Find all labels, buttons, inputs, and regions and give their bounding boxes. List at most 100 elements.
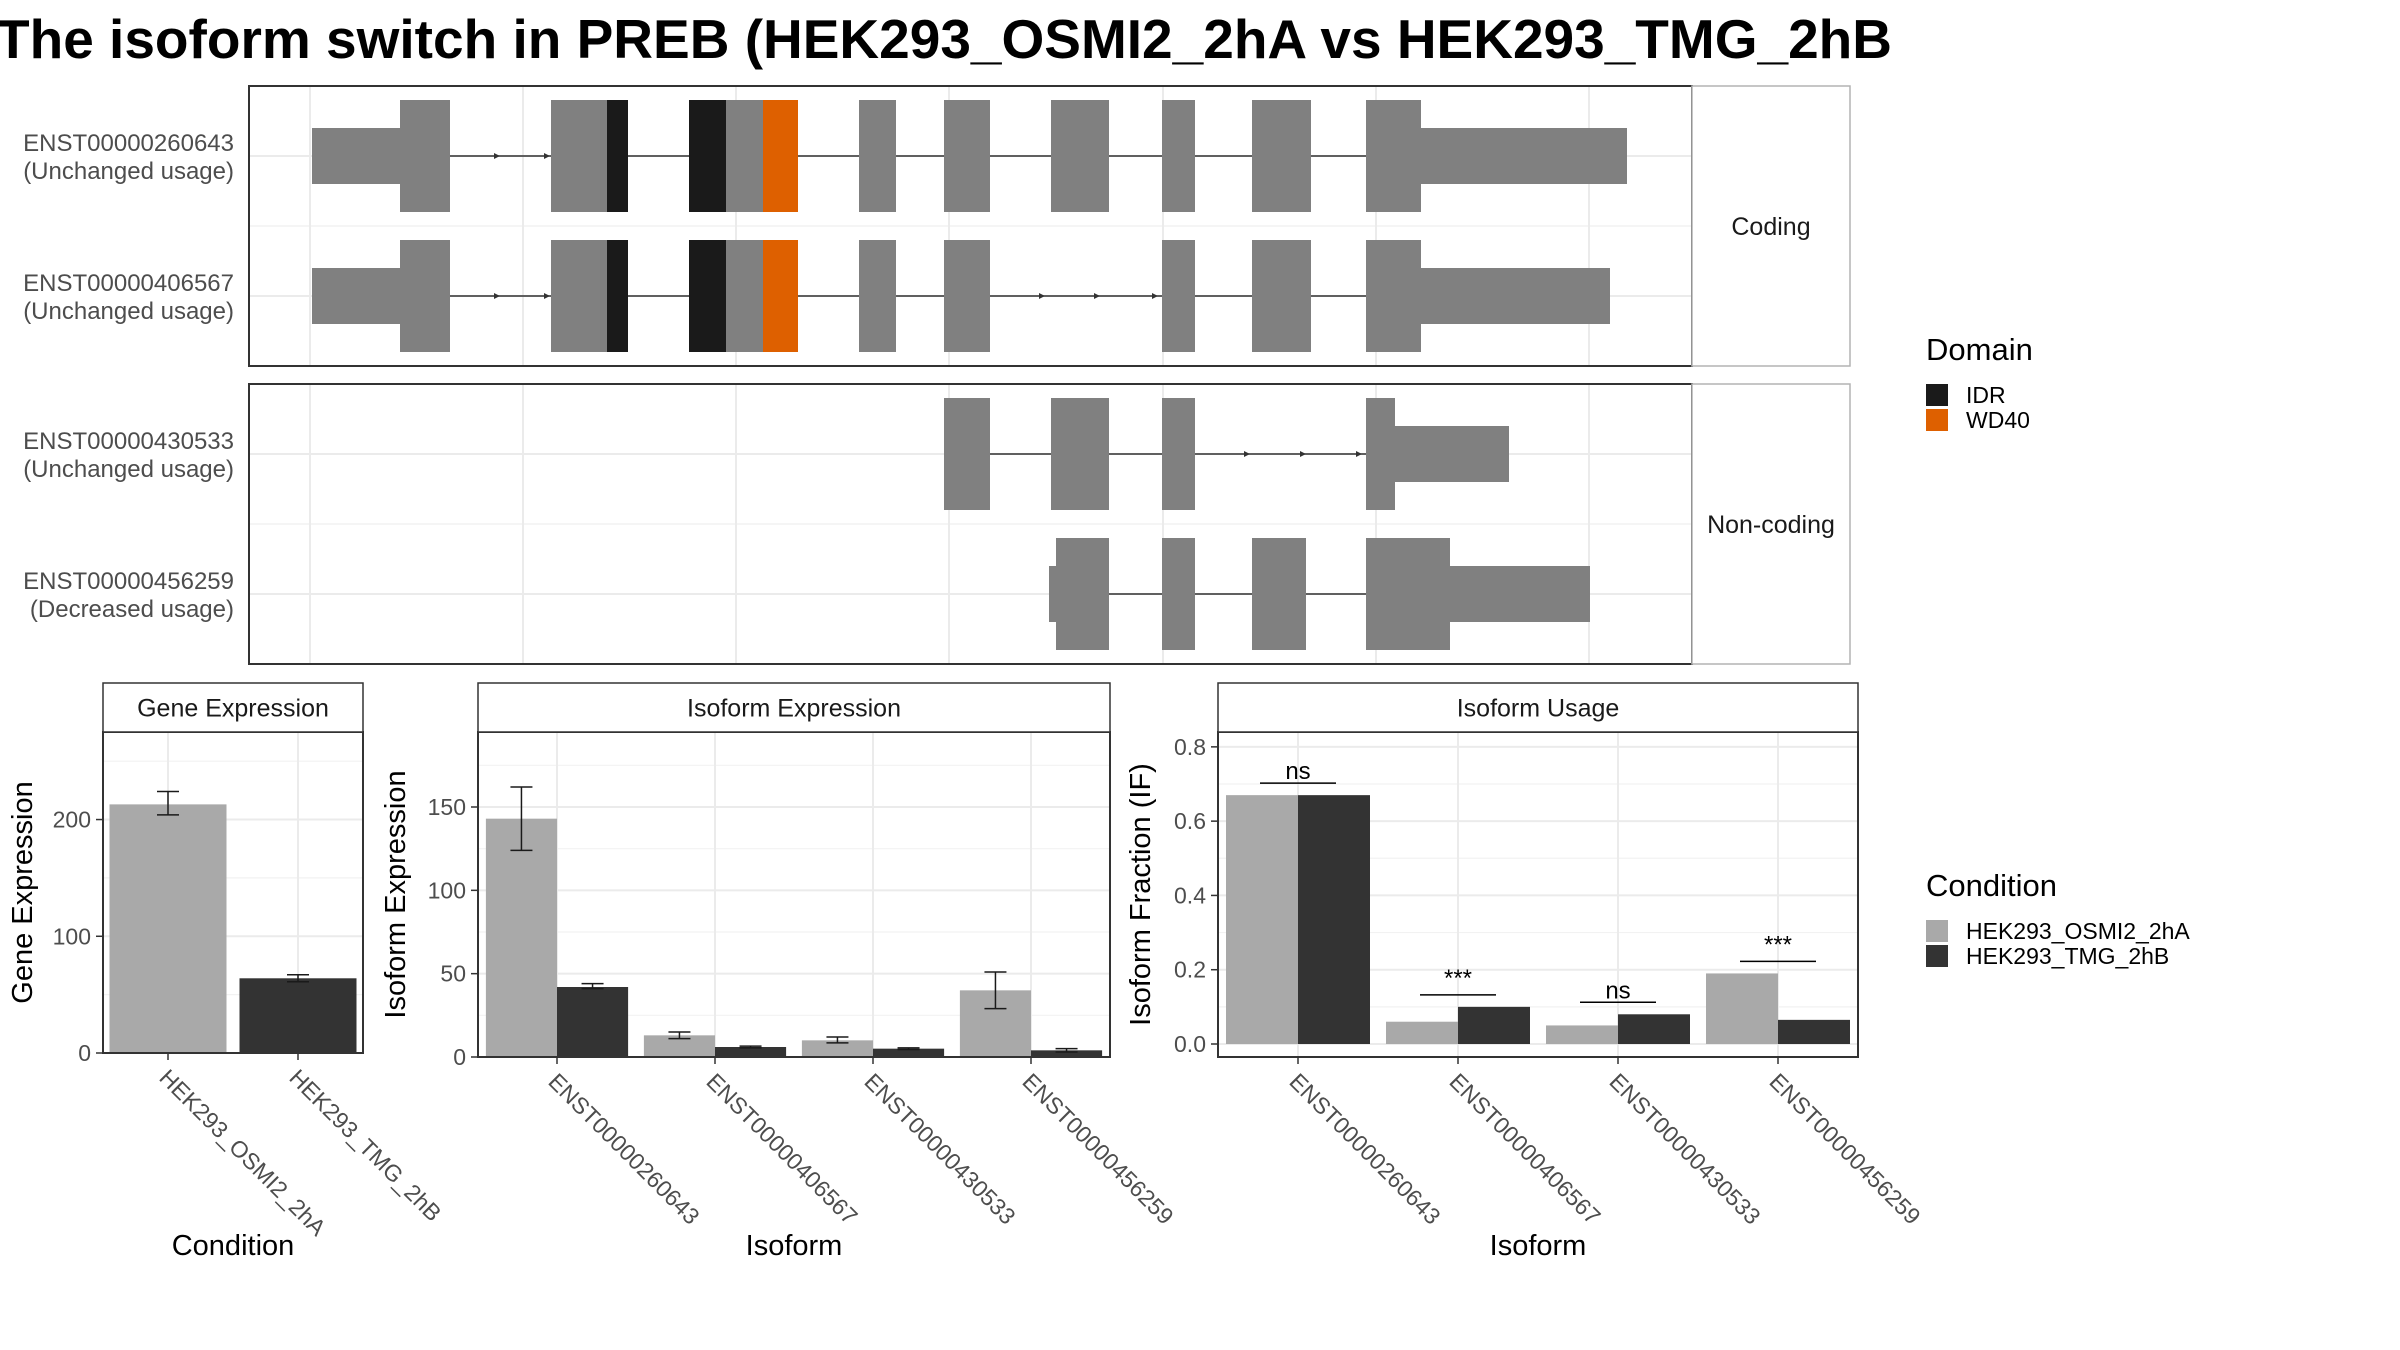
exon-block (1162, 240, 1195, 352)
x-tick-label: ENST00000260643 (1284, 1068, 1445, 1229)
exon-block (400, 240, 450, 352)
isoform-label-status: (Unchanged usage) (23, 456, 234, 483)
exon-block (1162, 538, 1195, 650)
y-axis-title: Gene Expression (7, 781, 39, 1003)
figure-title: The isoform switch in PREB (HEK293_OSMI2… (0, 8, 1892, 70)
x-axis-title: Isoform (1490, 1230, 1587, 1262)
idr-domain-block (689, 100, 726, 212)
intron-arrow (1039, 293, 1045, 299)
bar (643, 1035, 715, 1057)
legend-key (1926, 409, 1948, 431)
legend-title: Condition (1926, 868, 2057, 903)
isoform-structure-plot: ENST00000260643(Unchanged usage)ENST0000… (23, 85, 1851, 665)
intron-arrow (494, 293, 500, 299)
isoform-track (1049, 538, 1590, 650)
significance-label: ns (1605, 977, 1630, 1004)
bar (1031, 1050, 1103, 1057)
exon-block (312, 268, 400, 324)
strip-box (1691, 85, 1851, 367)
isoform-label-id: ENST00000406567 (23, 270, 234, 297)
exon-block (726, 240, 763, 352)
strip-label: Isoform Usage (1457, 695, 1620, 723)
y-axis-title: Isoform Expression (380, 770, 412, 1018)
legend-key (1926, 384, 1948, 406)
exon-block (1395, 426, 1509, 482)
strip-box (1217, 682, 1859, 733)
x-axis-title: Condition (172, 1230, 295, 1262)
exon-block (1056, 538, 1109, 650)
exon-block (1051, 100, 1109, 212)
x-tick-label: ENST00000430533 (859, 1068, 1020, 1229)
y-tick-label: 200 (53, 807, 91, 833)
isoform-label-id: ENST00000260643 (23, 130, 234, 157)
bar (1706, 973, 1778, 1044)
wd40-domain-block (763, 100, 798, 212)
legend-label: HEK293_OSMI2_2hA (1966, 918, 2190, 944)
idr-domain-block (689, 240, 726, 352)
exon-block (1421, 128, 1627, 184)
bar (1226, 795, 1298, 1044)
intron-arrow (544, 293, 550, 299)
exon-block (1366, 538, 1450, 650)
y-tick-label: 100 (53, 923, 91, 949)
bar (557, 987, 629, 1057)
y-tick-label: 0.8 (1174, 734, 1206, 760)
significance-label: *** (1444, 965, 1472, 992)
exon-block (551, 100, 607, 212)
y-tick-label: 100 (428, 877, 466, 903)
x-tick-label: ENST00000406567 (701, 1068, 862, 1229)
isoform-label-status: (Unchanged usage) (23, 158, 234, 185)
significance-label: ns (1285, 758, 1310, 785)
exon-block (1366, 240, 1421, 352)
legend-title: Domain (1926, 332, 2033, 367)
exon-block (726, 100, 763, 212)
x-tick-label: ENST00000456259 (1017, 1068, 1178, 1229)
exon-block (944, 398, 990, 510)
legend-key (1926, 945, 1948, 967)
gene-expression-panel: Gene Expression0100200HEK293_OSMI2_2hAHE… (7, 682, 447, 1262)
bar (109, 804, 227, 1053)
idr-domain-block (607, 240, 628, 352)
isoform-track (312, 100, 1627, 212)
bar (1546, 1025, 1618, 1044)
y-tick-label: 0 (453, 1044, 466, 1070)
bar (1458, 1006, 1530, 1044)
intron-arrow (494, 153, 500, 159)
exon-block (551, 240, 607, 352)
y-tick-label: 150 (428, 794, 466, 820)
y-axis-title: Isoform Fraction (IF) (1125, 763, 1157, 1026)
exon-block (859, 240, 896, 352)
bar (239, 978, 357, 1053)
exon-block (1450, 566, 1590, 622)
isoform-label-id: ENST00000430533 (23, 428, 234, 455)
strip-label: Gene Expression (137, 695, 329, 723)
y-tick-label: 0.4 (1174, 882, 1206, 908)
exon-block (1366, 398, 1395, 510)
x-tick-label: ENST00000456259 (1764, 1068, 1925, 1229)
intron-arrow (1300, 451, 1306, 457)
exon-block (1421, 268, 1610, 324)
exon-block (1252, 100, 1311, 212)
y-tick-label: 0 (78, 1040, 91, 1066)
bar (1778, 1019, 1850, 1044)
strip-label: Isoform Expression (687, 695, 901, 723)
legend-key (1926, 920, 1948, 942)
strip-label: Coding (1731, 213, 1810, 241)
isoform-track (312, 240, 1610, 352)
bar (1386, 1021, 1458, 1044)
exon-block (1049, 566, 1056, 622)
isoform-track (944, 398, 1509, 510)
exon-block (859, 100, 896, 212)
exon-block (944, 100, 990, 212)
intron-arrow (1094, 293, 1100, 299)
strip-box (102, 682, 364, 733)
exon-block (944, 240, 990, 352)
significance-label: *** (1764, 931, 1792, 958)
strip-label: Non-coding (1707, 511, 1835, 539)
intron-arrow (544, 153, 550, 159)
bar (715, 1047, 787, 1057)
legend-label: IDR (1966, 382, 2006, 408)
y-tick-label: 0.2 (1174, 957, 1206, 983)
